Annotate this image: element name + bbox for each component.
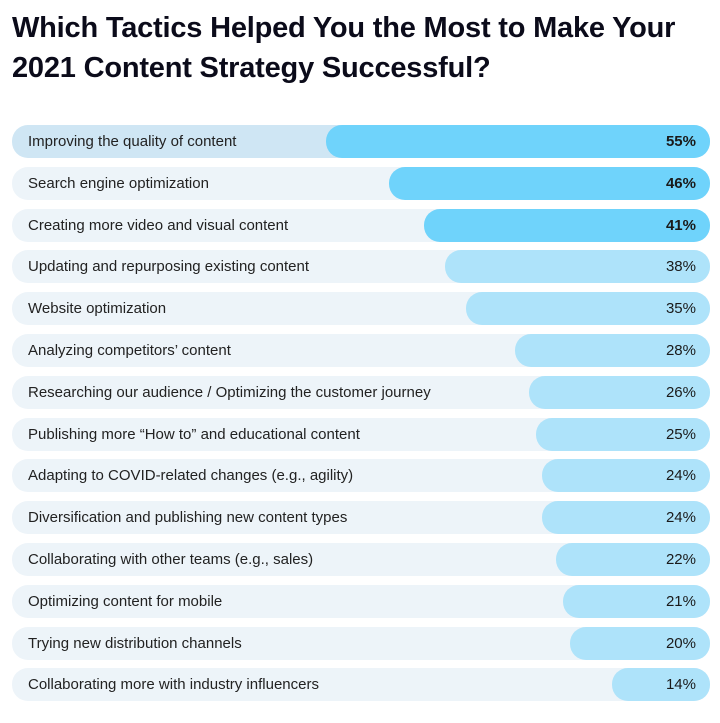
category-label: Improving the quality of content (28, 133, 237, 150)
bar-row: Improving the quality of content 55% (12, 125, 710, 158)
bar-row: Website optimization 35% (12, 292, 710, 326)
bar-row: Trying new distribution channels 20% (12, 626, 710, 660)
bar (514, 333, 710, 367)
bar-row: Collaborating with other teams (e.g., sa… (12, 542, 710, 576)
bar (388, 166, 710, 200)
value-label: 25% (665, 425, 696, 443)
bar-row: Researching our audience / Optimizing th… (12, 375, 710, 409)
category-label: Updating and repurposing existing conten… (28, 258, 310, 276)
value-label: 20% (665, 634, 696, 652)
bar-row: Diversification and publishing new conte… (12, 501, 710, 535)
bar-chart: Improving the quality of content 55% Searc… (12, 125, 710, 710)
value-label: 35% (665, 300, 696, 318)
bar (563, 584, 710, 618)
value-label: 46% (665, 174, 696, 192)
bar (444, 250, 710, 284)
bar (423, 208, 710, 242)
category-label: Creating more video and visual content (28, 216, 289, 234)
value-label: 38% (665, 258, 696, 276)
bar-row: Collaborating more with industry influen… (12, 668, 710, 702)
bar-row: Analyzing competitors’ content 28% (12, 333, 710, 367)
category-label: Diversification and publishing new conte… (28, 509, 348, 527)
bar-row: Updating and repurposing existing conten… (12, 250, 710, 284)
category-label: Search engine optimization (28, 174, 209, 192)
bar-row: Adapting to COVID-related changes (e.g.,… (12, 459, 710, 493)
category-label: Collaborating with other teams (e.g., sa… (28, 550, 314, 568)
bar-row: Search engine optimization 46% (12, 166, 710, 200)
chart-title: Which Tactics Helped You the Most to Mak… (12, 12, 676, 84)
value-label: 24% (665, 467, 696, 485)
bar (465, 292, 710, 326)
category-label: Researching our audience / Optimizing th… (28, 383, 431, 401)
bar (570, 626, 710, 660)
bar (528, 375, 710, 409)
category-label: Website optimization (28, 300, 167, 318)
category-label: Analyzing competitors’ content (28, 341, 231, 359)
value-label: 21% (665, 592, 696, 610)
value-label: 14% (665, 676, 696, 694)
value-label: 28% (665, 341, 696, 359)
bar (326, 125, 710, 158)
bar (542, 501, 710, 535)
category-label: Adapting to COVID-related changes (e.g.,… (28, 467, 354, 485)
category-label: Trying new distribution channels (28, 634, 242, 652)
category-label: Collaborating more with industry influen… (28, 676, 319, 694)
bar (542, 459, 710, 493)
bar (612, 668, 710, 702)
value-label: 26% (665, 383, 696, 401)
value-label: 55% (665, 133, 696, 150)
value-label: 22% (665, 550, 696, 568)
category-label: Optimizing content for mobile (28, 592, 223, 610)
bar (535, 417, 710, 451)
category-label: Publishing more “How to” and educational… (28, 425, 360, 443)
bar-row: Optimizing content for mobile 21% (12, 584, 710, 618)
bar-row: Creating more video and visual content 41… (12, 208, 710, 242)
value-label: 24% (665, 509, 696, 527)
value-label: 41% (665, 216, 696, 234)
bar (556, 542, 710, 576)
bar-row: Publishing more “How to” and educational… (12, 417, 710, 451)
